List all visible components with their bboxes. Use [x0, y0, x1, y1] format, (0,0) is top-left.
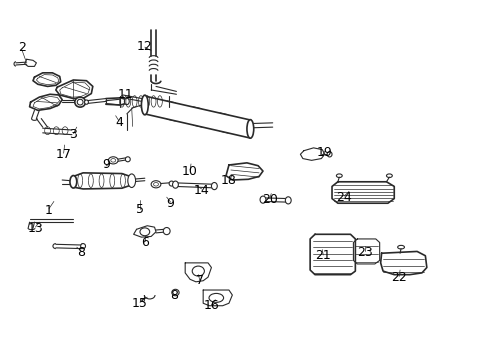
Polygon shape — [353, 239, 379, 264]
Ellipse shape — [141, 95, 148, 115]
Text: 13: 13 — [27, 222, 43, 235]
Text: 11: 11 — [117, 89, 133, 102]
Polygon shape — [71, 173, 131, 189]
Polygon shape — [331, 182, 393, 203]
Ellipse shape — [171, 289, 179, 296]
Text: 21: 21 — [315, 249, 330, 262]
Text: 7: 7 — [195, 274, 203, 287]
Text: 4: 4 — [115, 116, 123, 129]
Ellipse shape — [108, 157, 118, 164]
Polygon shape — [142, 96, 253, 138]
Text: 8: 8 — [78, 246, 85, 258]
Text: 1: 1 — [45, 204, 53, 217]
Text: 3: 3 — [69, 128, 77, 141]
Ellipse shape — [70, 176, 77, 188]
Polygon shape — [225, 163, 263, 180]
Ellipse shape — [124, 98, 129, 105]
Text: 16: 16 — [203, 299, 219, 312]
Ellipse shape — [84, 100, 88, 104]
Text: 12: 12 — [137, 40, 152, 53]
Text: 8: 8 — [170, 288, 178, 302]
Text: 9: 9 — [102, 158, 110, 171]
Polygon shape — [185, 263, 211, 282]
Text: 10: 10 — [182, 165, 198, 177]
Text: 14: 14 — [193, 184, 209, 197]
Text: 6: 6 — [141, 236, 148, 249]
Text: 22: 22 — [390, 271, 406, 284]
Text: 15: 15 — [132, 297, 147, 310]
Text: 2: 2 — [18, 41, 26, 54]
Ellipse shape — [326, 152, 331, 157]
Polygon shape — [309, 234, 355, 275]
Text: 19: 19 — [316, 146, 332, 159]
Text: 20: 20 — [261, 193, 277, 206]
Text: 9: 9 — [166, 197, 174, 210]
Text: 23: 23 — [356, 246, 372, 258]
Ellipse shape — [260, 196, 265, 203]
Text: 24: 24 — [336, 191, 351, 204]
Ellipse shape — [127, 174, 135, 188]
Ellipse shape — [285, 197, 290, 204]
Ellipse shape — [151, 181, 161, 188]
Ellipse shape — [75, 97, 85, 107]
Text: 5: 5 — [136, 203, 143, 216]
Ellipse shape — [172, 181, 178, 188]
Ellipse shape — [163, 228, 170, 235]
Ellipse shape — [169, 181, 174, 186]
Text: 17: 17 — [56, 148, 71, 161]
Polygon shape — [203, 290, 232, 306]
Ellipse shape — [125, 157, 130, 162]
Ellipse shape — [246, 120, 253, 138]
Ellipse shape — [81, 244, 85, 249]
Ellipse shape — [211, 183, 217, 190]
Text: 18: 18 — [221, 174, 236, 187]
Polygon shape — [380, 251, 426, 275]
Ellipse shape — [140, 228, 149, 236]
